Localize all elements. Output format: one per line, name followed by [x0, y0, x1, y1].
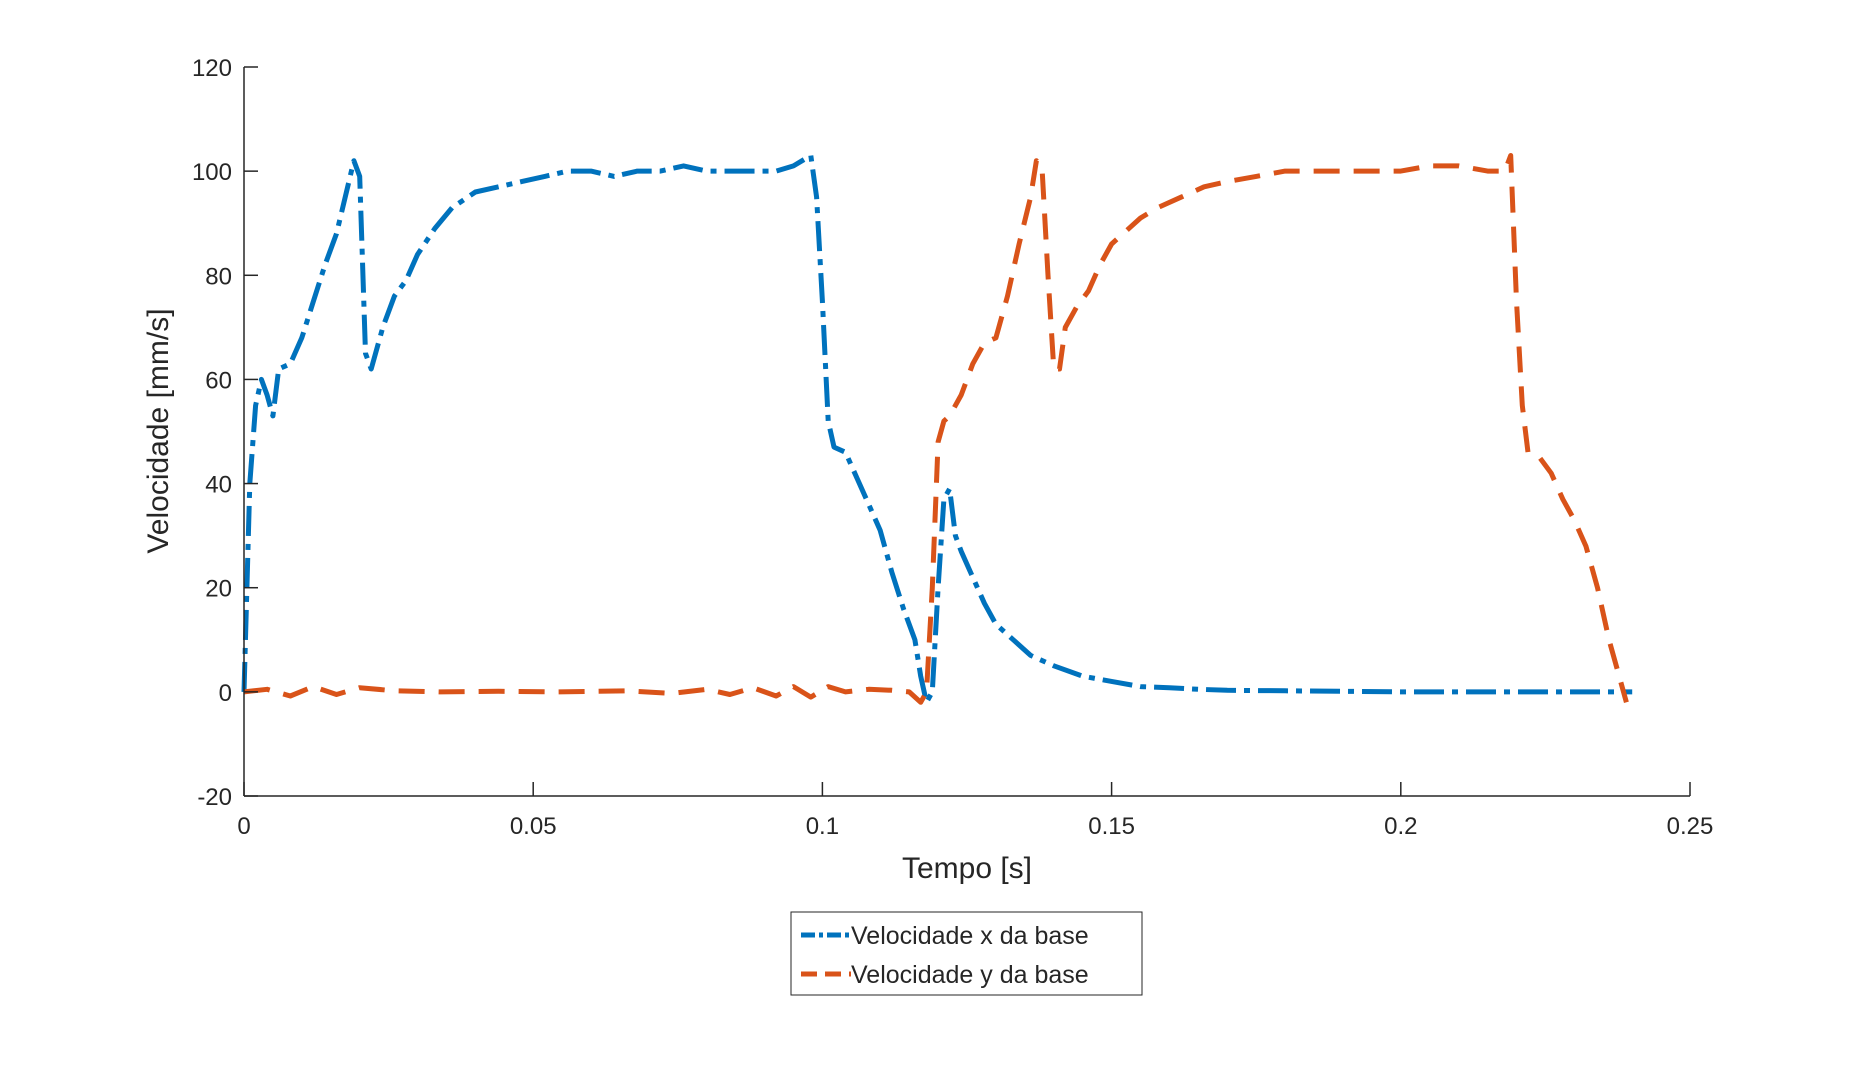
legend-box [790, 911, 1143, 996]
y-tick-label: 100 [192, 159, 232, 186]
y-tick-label: 60 [205, 367, 232, 394]
x-ticks: 0 0.05 0.1 0.15 0.2 0.25 [237, 782, 1713, 840]
legend-label-velocidade-x: Velocidade x da base [851, 922, 1089, 950]
plot-area [241, 153, 1633, 705]
axes [243, 67, 1690, 797]
legend-label-velocidade-y: Velocidade y da base [851, 961, 1089, 989]
x-tick-label: 0.2 [1384, 813, 1417, 840]
x-tick-label: 0.25 [1667, 813, 1714, 840]
x-tick-label: 0.1 [806, 813, 839, 840]
y-tick-label: 80 [205, 263, 232, 290]
x-tick-label: 0.15 [1088, 813, 1135, 840]
x-axis-label: Tempo [s] [902, 852, 1032, 885]
series-line-velocidade-x [241, 153, 1633, 705]
legend: Velocidade x da base Velocidade y da bas… [790, 911, 1143, 996]
y-tick-label: -20 [197, 784, 232, 811]
series-line-velocidade-y [243, 153, 1629, 705]
y-tick-label: 20 [205, 576, 232, 603]
y-tick-label: 40 [205, 472, 232, 499]
y-axis-label: Velocidade [mm/s] [142, 308, 175, 553]
y-ticks: -20 0 20 40 60 80 100 120 [192, 55, 258, 811]
y-tick-label: 120 [192, 55, 232, 82]
y-tick-label: 0 [219, 680, 232, 707]
x-tick-label: 0 [237, 813, 250, 840]
x-tick-label: 0.05 [510, 813, 557, 840]
